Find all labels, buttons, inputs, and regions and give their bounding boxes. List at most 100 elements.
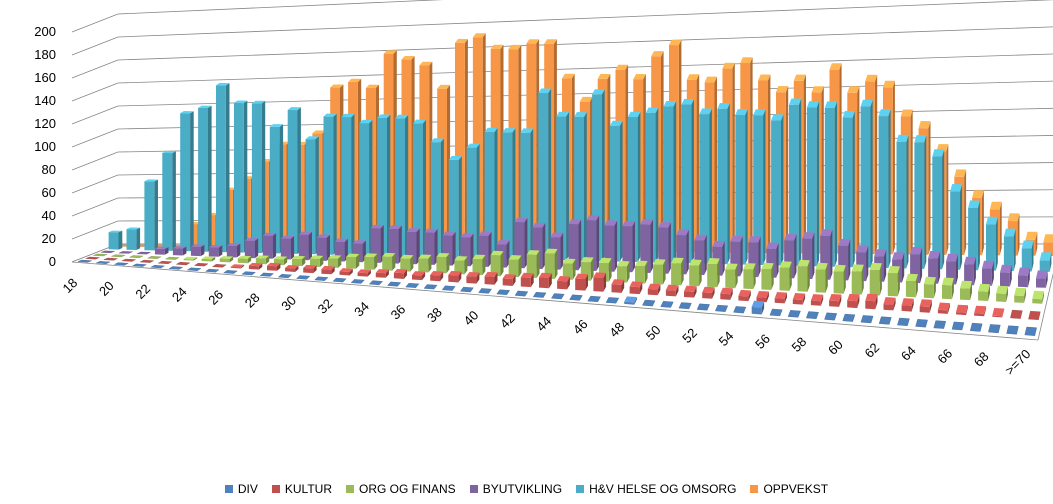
gridline-side (71, 151, 119, 171)
bar (883, 297, 896, 311)
bar (593, 272, 607, 292)
bar (544, 248, 558, 279)
bar (248, 262, 263, 270)
bar (756, 291, 769, 303)
x-tick-label: 62 (861, 340, 882, 361)
bar (387, 281, 402, 287)
bar (733, 306, 747, 314)
bar (878, 109, 891, 269)
bar (359, 119, 373, 256)
bar (172, 246, 187, 256)
bar (77, 259, 92, 263)
bar (423, 284, 438, 290)
x-tick-label: 28 (242, 290, 263, 311)
bar (460, 233, 474, 267)
bar (787, 310, 801, 318)
bar (85, 256, 100, 260)
gridline-side (71, 13, 119, 33)
bar (617, 260, 630, 283)
bar (1006, 325, 1019, 335)
bar (296, 275, 311, 280)
legend-swatch (469, 485, 478, 493)
x-tick-label: 24 (169, 284, 190, 305)
bar (226, 243, 241, 258)
bar (377, 114, 391, 256)
x-tick-label: 58 (789, 334, 810, 355)
gridline-side (71, 82, 119, 102)
bar (280, 235, 295, 260)
bar (647, 283, 661, 296)
bar (702, 286, 715, 299)
bar (484, 127, 498, 259)
bar (277, 273, 293, 279)
bar (878, 316, 892, 325)
bar (129, 255, 144, 259)
bar (204, 268, 220, 273)
x-tick-label: 26 (205, 287, 226, 308)
bar (502, 128, 516, 259)
bar (223, 270, 238, 274)
x-tick-label: 20 (96, 278, 117, 299)
bar (251, 100, 266, 254)
bar (538, 88, 552, 260)
bar (556, 111, 569, 261)
gridline (117, 0, 1053, 38)
bar (974, 305, 987, 317)
bar (1000, 264, 1012, 287)
bar (126, 227, 141, 250)
legend-item: KULTUR (271, 482, 333, 496)
bar (605, 297, 620, 304)
legend-label: ORG OG FINANS (359, 482, 456, 496)
bar (111, 254, 126, 258)
legend-label: KULTUR (284, 482, 333, 496)
bar (162, 151, 176, 251)
bar (810, 294, 824, 306)
bar (684, 285, 697, 298)
bar (198, 105, 212, 252)
bar (484, 271, 498, 285)
bar (551, 293, 565, 300)
bar (100, 250, 115, 254)
bar (774, 292, 787, 304)
legend-label: BYUTVIKLING (482, 482, 563, 496)
bar (896, 134, 909, 269)
bar (942, 277, 954, 300)
bar (346, 253, 360, 269)
x-tick-label: 64 (898, 343, 919, 364)
bar (575, 273, 588, 291)
bar (950, 184, 963, 270)
legend-item: OPPVEKST (750, 482, 828, 496)
bar (144, 179, 158, 251)
y-tick-label: 160 (34, 70, 56, 85)
bar (323, 113, 337, 255)
bar (201, 256, 216, 262)
legend-swatch (224, 485, 233, 493)
bar (751, 300, 765, 315)
bar (131, 263, 147, 267)
bar (653, 259, 666, 285)
bar (720, 287, 733, 300)
y-tick-label: 40 (42, 208, 56, 223)
bar (526, 250, 540, 278)
bar (696, 303, 710, 311)
bar (441, 285, 456, 291)
bar (635, 260, 648, 284)
bar (157, 260, 173, 265)
bar (230, 264, 245, 269)
x-tick-label: 34 (351, 299, 372, 320)
legend-label: H&V HELSE OG OMSORG (589, 482, 737, 496)
legend-item: DIV (224, 482, 258, 496)
bar (1010, 309, 1023, 319)
gridline-side (71, 220, 119, 240)
y-tick-label: 140 (34, 93, 56, 108)
bar (887, 266, 900, 297)
bar (1018, 267, 1030, 288)
x-tick-label: 46 (570, 316, 591, 337)
bar (454, 256, 468, 275)
bar (860, 99, 873, 268)
x-tick-label: 50 (643, 322, 664, 343)
bar (557, 276, 570, 290)
x-tick-label: 38 (424, 305, 445, 326)
bar (905, 273, 918, 298)
bar (806, 311, 819, 320)
